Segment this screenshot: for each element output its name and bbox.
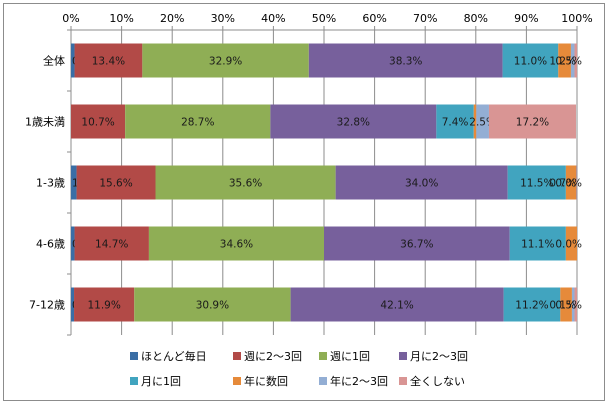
- data-label: 13.4%: [92, 56, 125, 68]
- category-label: 1-3歳: [36, 177, 65, 190]
- bar-segment: [142, 43, 309, 78]
- data-label: 36.7%: [400, 239, 433, 251]
- data-label: 11.5%: [520, 178, 553, 190]
- data-label: 17.2%: [516, 117, 549, 129]
- data-label-end: 1.2%: [549, 56, 576, 68]
- bar-segment: [509, 226, 566, 261]
- bar-segment: [71, 104, 126, 139]
- bar-segment: [71, 287, 75, 322]
- data-label: 11.2%: [515, 300, 548, 312]
- bar-segment: [74, 287, 135, 322]
- data-label: 38.3%: [389, 56, 422, 68]
- data-label: 7.4%: [442, 117, 469, 129]
- bar-segment: [574, 287, 577, 322]
- x-tick-label: 70%: [413, 12, 437, 25]
- data-label-end: 0.1%: [549, 300, 576, 312]
- bar-segment: [125, 104, 271, 139]
- data-label-end: 0.5%: [555, 56, 582, 68]
- bar-segment: [74, 43, 143, 78]
- bar-segment: [473, 104, 477, 139]
- category-label: 4-6歳: [36, 238, 65, 251]
- x-tick-label: 80%: [464, 12, 488, 25]
- data-label-end: 0.7%: [549, 178, 576, 190]
- bar-segment: [488, 104, 576, 139]
- bar-segment: [335, 165, 508, 200]
- legend-swatch: [319, 377, 327, 385]
- x-tick-label: 40%: [261, 12, 285, 25]
- x-tick-label: 90%: [514, 12, 538, 25]
- bar-segment: [502, 43, 559, 78]
- bar-segment: [574, 43, 577, 78]
- x-tick-label: 60%: [362, 12, 386, 25]
- data-label: 34.0%: [405, 178, 438, 190]
- data-label-end: 0.0%: [555, 239, 582, 251]
- legend-swatch: [233, 352, 241, 360]
- data-label: 14.7%: [95, 239, 128, 251]
- category-label: 7-12歳: [29, 299, 65, 312]
- x-tick-label: 0%: [62, 12, 79, 25]
- x-tick-label: 100%: [561, 12, 592, 25]
- bar-segment: [560, 287, 572, 322]
- legend-swatch: [233, 377, 241, 385]
- legend-label: ほとんど毎日: [141, 350, 207, 363]
- bar-segment: [503, 287, 561, 322]
- bar-segment: [565, 226, 577, 261]
- bar-segment: [324, 226, 510, 261]
- bar-segment: [74, 226, 149, 261]
- data-label: 35.6%: [229, 178, 262, 190]
- bar-segment: [308, 43, 503, 78]
- data-label: 28.7%: [181, 117, 214, 129]
- legend-label: 全くしない: [410, 374, 465, 388]
- bar-segment: [134, 287, 291, 322]
- data-label: 32.9%: [209, 56, 242, 68]
- data-label: 15.6%: [99, 178, 132, 190]
- data-label-end: 0.5%: [555, 300, 582, 312]
- bar-segment: [571, 287, 575, 322]
- legend-swatch: [130, 377, 138, 385]
- data-label-end: 0.0%: [555, 178, 582, 190]
- legend-label: 月に1回: [141, 375, 181, 388]
- legend-swatch: [319, 352, 327, 360]
- bar-segment: [476, 104, 489, 139]
- bar-segment: [558, 43, 571, 78]
- bar-segment: [270, 104, 437, 139]
- legend-swatch: [130, 352, 138, 360]
- bar-segment: [507, 165, 566, 200]
- bar-segment: [155, 165, 336, 200]
- data-label: 42.1%: [380, 300, 413, 312]
- legend-label: 週に1回: [330, 350, 370, 363]
- bar-segment: [71, 165, 77, 200]
- data-label: 32.8%: [337, 117, 370, 129]
- x-tick-label: 30%: [211, 12, 235, 25]
- category-label: 1歳未満: [25, 116, 65, 129]
- bar-segment: [570, 43, 575, 78]
- category-label: 全体: [43, 54, 65, 68]
- bar-segment: [565, 165, 576, 200]
- x-tick-label: 20%: [160, 12, 184, 25]
- bar-segment: [71, 43, 75, 78]
- legend-label: 月に2～3回: [410, 350, 468, 363]
- data-label: 10.7%: [81, 117, 114, 129]
- data-label: 34.6%: [220, 239, 253, 251]
- data-label: 11.1%: [521, 239, 554, 251]
- bar-segment: [71, 226, 75, 261]
- data-label: 11.9%: [87, 300, 120, 312]
- legend-label: 週に2～3回: [244, 350, 302, 363]
- bar-segment: [575, 165, 577, 200]
- legend-label: 年に数回: [244, 374, 288, 388]
- x-tick-label: 10%: [109, 12, 133, 25]
- legend-swatch: [399, 377, 407, 385]
- bar-segment: [76, 165, 156, 200]
- bar-segment: [290, 287, 504, 322]
- x-tick-label: 50%: [312, 12, 336, 25]
- data-label: 30.9%: [196, 300, 229, 312]
- data-label: 11.0%: [514, 56, 547, 68]
- legend-label: 年に2～3回: [330, 374, 388, 388]
- bar-segment: [148, 226, 324, 261]
- legend-swatch: [399, 352, 407, 360]
- bar-segment: [436, 104, 474, 139]
